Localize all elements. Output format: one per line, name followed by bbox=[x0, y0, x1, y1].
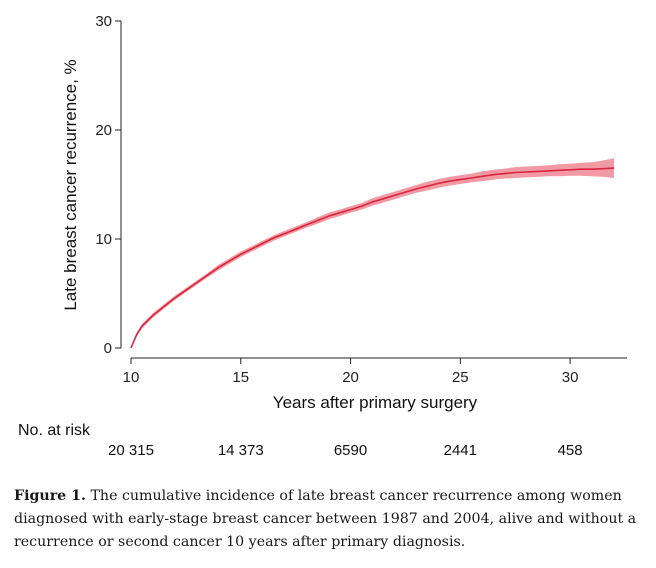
y-tick-label: 0 bbox=[104, 340, 112, 357]
x-axis: 10 15 20 25 30 bbox=[123, 357, 627, 386]
x-tick-label: 30 bbox=[562, 369, 579, 386]
risk-table-title: No. at risk bbox=[18, 422, 91, 439]
risk-table-counts: 20 315 14 373 6590 2441 458 bbox=[108, 442, 583, 459]
plot-area bbox=[130, 158, 615, 349]
y-tick-label: 10 bbox=[95, 231, 112, 248]
y-axis-label: Late breast cancer recurrence, % bbox=[61, 59, 80, 310]
y-tick-label: 30 bbox=[95, 13, 112, 30]
figure-caption: Figure 1. The cumulative incidence of la… bbox=[14, 485, 644, 554]
risk-count: 458 bbox=[558, 442, 583, 459]
incidence-line bbox=[130, 167, 615, 349]
x-tick-label: 25 bbox=[452, 369, 469, 386]
risk-count: 14 373 bbox=[218, 442, 264, 459]
x-tick-label: 15 bbox=[232, 369, 249, 386]
incidence-chart: 0 10 20 30 10 15 20 25 30 Late breast cancer re… bbox=[18, 13, 627, 459]
risk-count: 2441 bbox=[444, 442, 477, 459]
y-axis: 0 10 20 30 bbox=[95, 13, 122, 357]
y-tick-label: 20 bbox=[95, 122, 112, 139]
caption-label: Figure 1. bbox=[14, 488, 86, 504]
x-tick-label: 20 bbox=[342, 369, 359, 386]
risk-count: 6590 bbox=[334, 442, 367, 459]
confidence-band bbox=[131, 158, 614, 348]
caption-text: The cumulative incidence of late breast … bbox=[14, 488, 637, 550]
risk-count: 20 315 bbox=[108, 442, 154, 459]
x-axis-label: Years after primary surgery bbox=[273, 393, 478, 412]
x-tick-label: 10 bbox=[123, 369, 140, 386]
